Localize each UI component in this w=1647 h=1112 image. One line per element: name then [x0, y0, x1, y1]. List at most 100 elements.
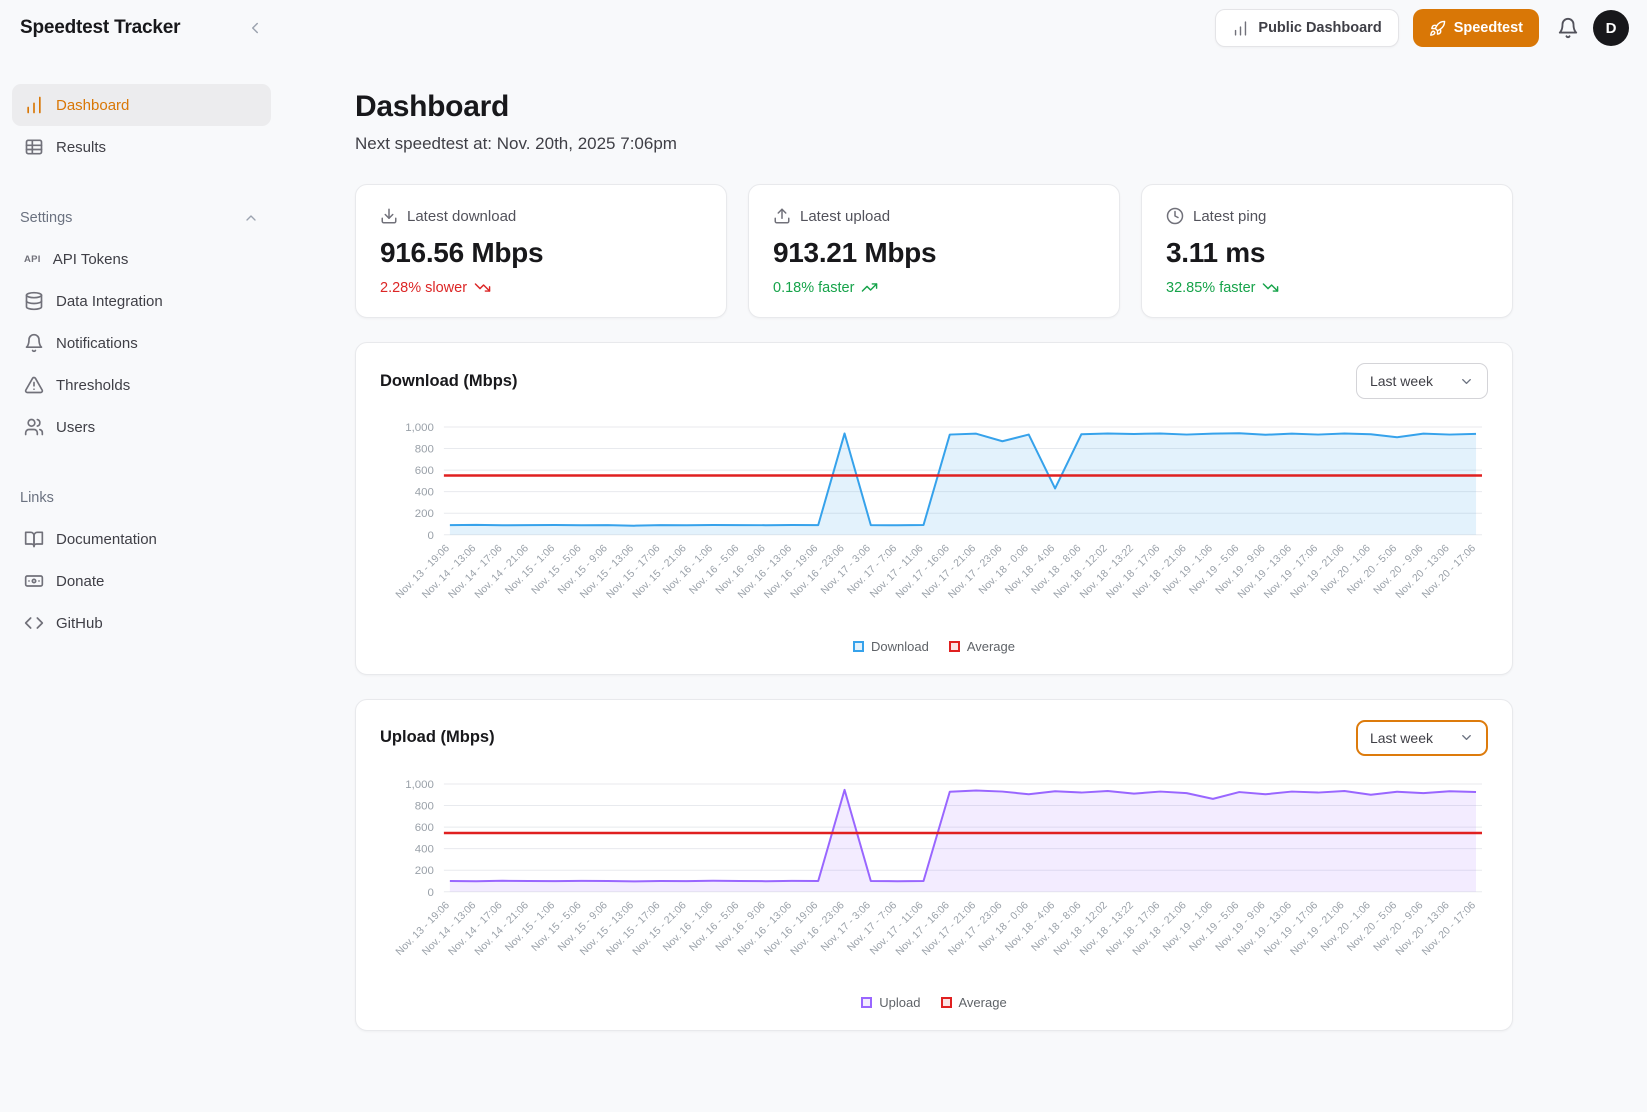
speedtest-button[interactable]: Speedtest: [1412, 9, 1539, 47]
stat-delta-text: 32.85% faster: [1166, 279, 1256, 296]
sidebar-item-dashboard[interactable]: Dashboard: [12, 84, 271, 126]
legend-swatch: [852, 640, 864, 652]
chart-title: Download (Mbps): [380, 371, 518, 390]
svg-text:400: 400: [415, 487, 434, 499]
download-chart: 0 200 400 600 800 1,000 Nov. 13 - 19:06 Nov. 14…: [380, 413, 1488, 637]
main-content: Dashboard Next speedtest at: Nov. 20th, …: [283, 56, 1513, 1112]
avatar[interactable]: D: [1593, 10, 1629, 46]
stat-delta-text: 0.18% faster: [773, 279, 855, 296]
sidebar-item-github[interactable]: GitHub: [12, 602, 271, 644]
svg-text:600: 600: [415, 465, 434, 477]
bar-chart-icon: [1232, 20, 1249, 37]
page-title: Dashboard: [355, 90, 509, 123]
sidebar-item-label: Dashboard: [56, 96, 130, 114]
sidebar-item-api-tokens[interactable]: API API Tokens: [12, 238, 271, 280]
trending-down-icon: [474, 283, 491, 292]
legend-item[interactable]: Download: [852, 639, 929, 654]
upload-range-select[interactable]: Last week: [1355, 719, 1488, 756]
svg-text:0: 0: [428, 530, 434, 542]
book-open-icon: [24, 529, 44, 549]
stat-value: 913.21 Mbps: [773, 237, 937, 268]
public-dashboard-label: Public Dashboard: [1258, 20, 1382, 36]
sidebar-section-settings[interactable]: Settings: [20, 210, 259, 226]
sidebar-item-label: Results: [56, 138, 107, 156]
sidebar-item-label: Notifications: [56, 334, 138, 352]
public-dashboard-button[interactable]: Public Dashboard: [1215, 9, 1399, 47]
bar-chart-icon: [24, 95, 44, 115]
legend-swatch: [861, 997, 873, 1009]
sidebar-item-label: GitHub: [56, 614, 103, 632]
stat-delta: 0.18% faster: [773, 279, 1095, 296]
stat-label: Latest ping: [1193, 207, 1267, 225]
svg-text:1,000: 1,000: [405, 422, 434, 434]
upload-chart-card: Upload (Mbps) Last week 0 200 400 600 800 1,0…: [355, 698, 1513, 1032]
range-select-value: Last week: [1369, 729, 1433, 746]
legend-item[interactable]: Upload: [861, 995, 921, 1010]
stat-delta: 2.28% slower: [380, 279, 702, 296]
code-icon: [24, 613, 44, 633]
app-title: Speedtest Tracker: [20, 17, 181, 38]
sidebar-section-links: Links: [20, 490, 259, 506]
clock-icon: [1166, 207, 1184, 225]
sidebar-item-users[interactable]: Users: [12, 406, 271, 448]
sidebar-item-label: Data Integration: [56, 292, 163, 310]
bell-icon: [24, 333, 44, 353]
svg-text:200: 200: [415, 865, 434, 877]
sidebar-item-notifications[interactable]: Notifications: [12, 322, 271, 364]
sidebar-item-results[interactable]: Results: [12, 126, 271, 168]
download-chart-card: Download (Mbps) Last week 0 200 400 600 800 1…: [355, 342, 1513, 675]
sidebar-item-documentation[interactable]: Documentation: [12, 518, 271, 560]
sidebar-item-label: Users: [56, 418, 96, 436]
upload-chart-legend: Upload Average: [380, 993, 1488, 1016]
chevron-down-icon: [1459, 374, 1474, 389]
stat-value: 3.11 ms: [1166, 237, 1266, 268]
table-icon: [24, 137, 44, 157]
download-chart-legend: Download Average: [380, 637, 1488, 660]
avatar-initial: D: [1605, 19, 1617, 37]
sidebar-item-thresholds[interactable]: Thresholds: [12, 364, 271, 406]
upload-icon: [773, 207, 791, 225]
users-icon: [24, 417, 44, 437]
sidebar-item-label: Documentation: [56, 530, 157, 548]
api-icon: API: [24, 253, 41, 265]
sidebar-item-label: Thresholds: [56, 376, 131, 394]
legend-item[interactable]: Average: [948, 639, 1015, 654]
bell-icon: [1558, 18, 1578, 39]
latest-upload-card: Latest upload 913.21 Mbps 0.18% faster: [748, 184, 1120, 318]
legend-swatch: [948, 640, 960, 652]
banknote-icon: [24, 571, 44, 591]
chevron-left-icon: [252, 22, 259, 34]
notifications-bell-button[interactable]: [1557, 17, 1579, 39]
section-label: Settings: [20, 210, 73, 226]
next-speedtest-text: Next speedtest at: Nov. 20th, 2025 7:06p…: [355, 134, 677, 153]
latest-ping-card: Latest ping 3.11 ms 32.85% faster: [1141, 184, 1513, 318]
upload-chart: 0 200 400 600 800 1,000 Nov. 13 - 19:06 Nov. 14…: [380, 770, 1488, 994]
stat-delta-text: 2.28% slower: [380, 279, 468, 296]
rocket-icon: [1429, 20, 1446, 37]
sidebar: Dashboard Results Settings API API Token…: [0, 56, 283, 1112]
range-select-value: Last week: [1369, 373, 1433, 389]
download-range-select[interactable]: Last week: [1355, 363, 1488, 399]
sidebar-item-donate[interactable]: Donate: [12, 560, 271, 602]
legend-item[interactable]: Average: [940, 995, 1007, 1010]
stat-value: 916.56 Mbps: [380, 237, 544, 268]
trending-down-icon: [1263, 283, 1279, 292]
sidebar-collapse-button[interactable]: [246, 19, 264, 37]
database-icon: [24, 291, 44, 311]
sidebar-item-data-integration[interactable]: Data Integration: [12, 280, 271, 322]
latest-download-card: Latest download 916.56 Mbps 2.28% slower: [355, 184, 727, 318]
stat-label: Latest upload: [800, 207, 891, 225]
chevron-down-icon: [1459, 730, 1474, 745]
svg-text:600: 600: [415, 822, 434, 834]
sidebar-item-label: Donate: [56, 572, 105, 590]
svg-text:0: 0: [428, 886, 434, 898]
sidebar-item-label: API Tokens: [52, 250, 129, 268]
chart-title: Upload (Mbps): [380, 728, 495, 747]
download-icon: [380, 207, 398, 225]
svg-text:1,000: 1,000: [405, 779, 434, 791]
svg-text:800: 800: [415, 444, 434, 456]
alert-triangle-icon: [24, 375, 44, 395]
svg-text:200: 200: [415, 508, 434, 520]
legend-swatch: [940, 997, 952, 1009]
svg-text:400: 400: [415, 843, 434, 855]
